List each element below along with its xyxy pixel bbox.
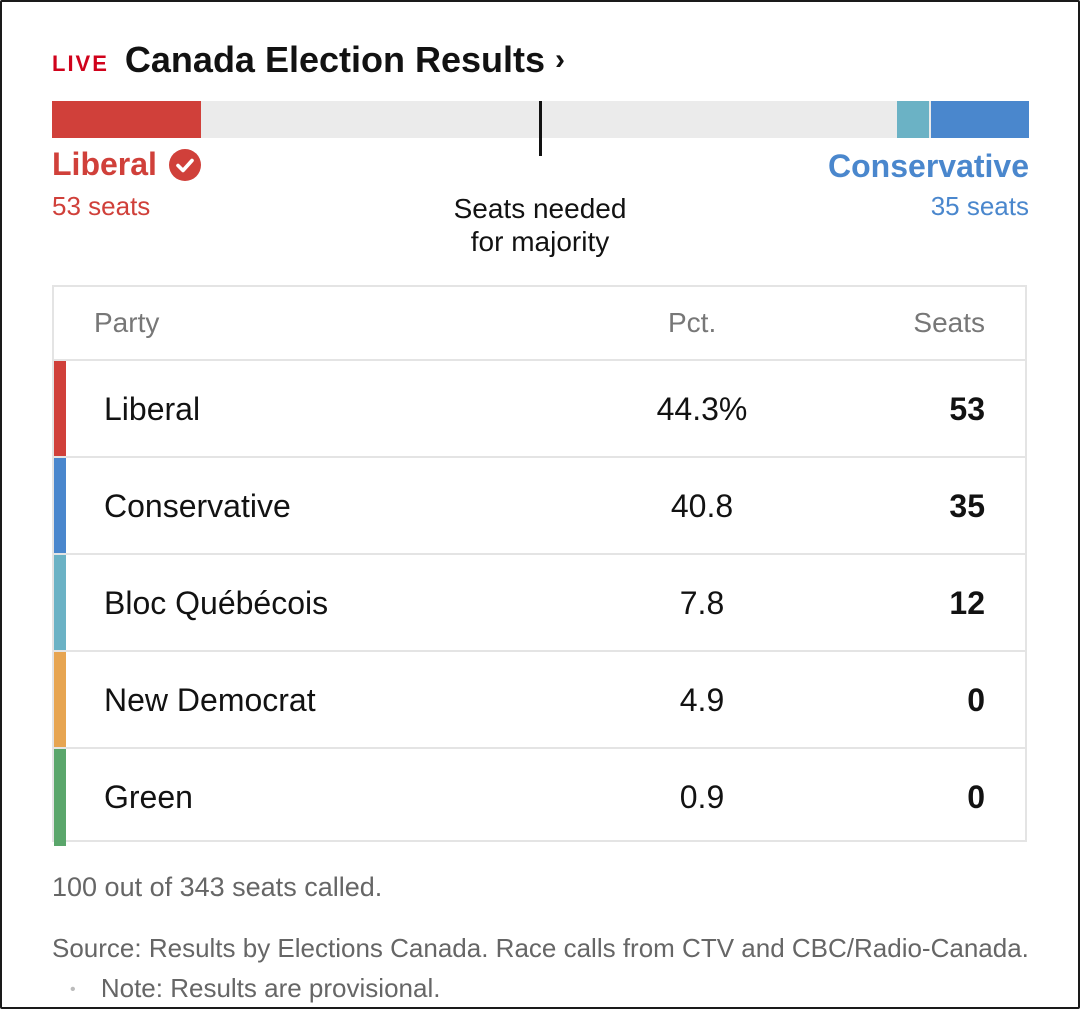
party-color-swatch xyxy=(54,361,66,456)
majority-label: Seats needed for majority xyxy=(430,192,650,258)
party-name: Conservative xyxy=(104,488,291,524)
header-pct: Pct. xyxy=(668,307,717,338)
party-seats: 35 xyxy=(949,488,985,524)
party-seats: 12 xyxy=(949,585,985,621)
header-party: Party xyxy=(94,307,160,338)
leading-party-name: Liberal xyxy=(52,146,157,182)
results-title-link[interactable]: Canada Election Results xyxy=(124,39,546,80)
party-pct: 7.8 xyxy=(679,585,725,621)
table-row: Green 0.9 0 xyxy=(54,749,1025,846)
source-text: Source: Results by Elections Canada. Rac… xyxy=(52,933,1029,963)
majority-label-line1: Seats needed xyxy=(453,193,627,224)
second-party-name: Conservative xyxy=(828,148,1029,184)
party-color-swatch xyxy=(54,555,66,650)
party-pct: 0.9 xyxy=(679,779,725,815)
header: LIVE Canada Election Results › xyxy=(52,38,565,82)
party-name: Green xyxy=(104,779,193,815)
party-color-swatch xyxy=(54,749,66,846)
party-pct: 4.9 xyxy=(679,682,725,718)
table-row: New Democrat 4.9 0 xyxy=(54,652,1025,749)
seat-bar-segment xyxy=(52,101,201,138)
party-seats: 0 xyxy=(967,779,985,815)
winner-check-icon xyxy=(168,148,201,181)
second-party-seats: 35 seats xyxy=(930,191,1029,221)
separator-dot: • xyxy=(70,981,76,999)
table-row: Liberal 44.3% 53 xyxy=(54,361,1025,458)
provisional-note: Note: Results are provisional. xyxy=(100,973,441,1003)
seat-bar-segment xyxy=(931,101,1029,138)
party-seats: 0 xyxy=(967,682,985,718)
leading-party-seats: 53 seats xyxy=(52,191,151,221)
majority-marker xyxy=(539,101,542,156)
party-seats: 53 xyxy=(949,391,985,427)
party-color-swatch xyxy=(54,652,66,747)
party-name: Bloc Québécois xyxy=(104,585,329,621)
seat-bar-segment xyxy=(897,101,929,138)
table-header: Party Pct. Seats xyxy=(54,287,1025,361)
source-note: Source: Results by Elections Canada. Rac… xyxy=(52,928,1032,1010)
seats-called: 100 out of 343 seats called. xyxy=(52,872,383,902)
leading-party-label: Liberal xyxy=(52,146,201,183)
party-color-swatch xyxy=(54,458,66,553)
majority-label-line2: for majority xyxy=(470,226,610,257)
table-row: Conservative 40.8 35 xyxy=(54,458,1025,555)
live-badge: LIVE xyxy=(52,51,109,76)
header-seats: Seats xyxy=(913,307,985,338)
party-pct: 44.3% xyxy=(656,391,748,427)
party-pct: 40.8 xyxy=(670,488,734,524)
chevron-right-icon[interactable]: › xyxy=(555,43,566,76)
party-name: Liberal xyxy=(104,391,201,427)
party-name: New Democrat xyxy=(104,682,316,718)
results-table: Party Pct. Seats Liberal 44.3% 53 Conservat… xyxy=(52,285,1027,846)
table-row: Bloc Québécois 7.8 12 xyxy=(54,555,1025,652)
